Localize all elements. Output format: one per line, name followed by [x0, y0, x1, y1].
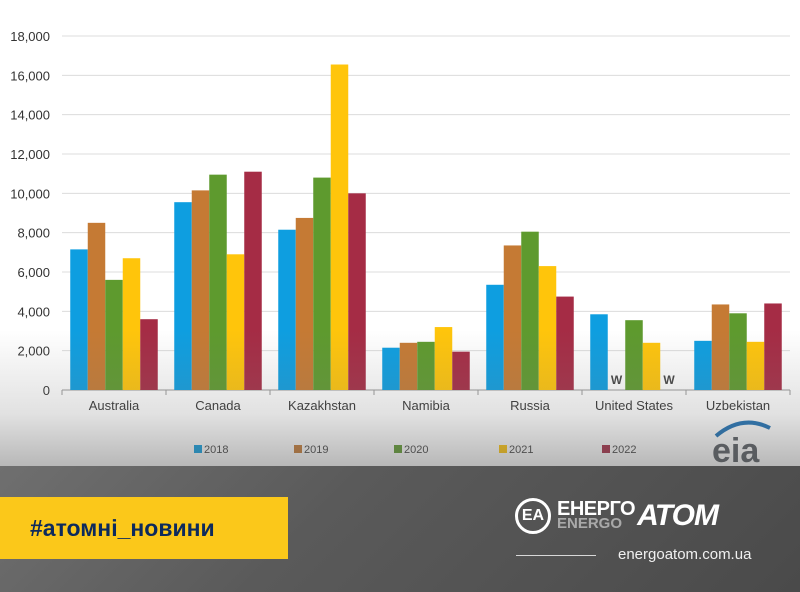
energoatom-logo-mark: ЕА: [515, 498, 551, 534]
bar-united-states-2021: [642, 342, 661, 390]
bar-canada-2021: [226, 254, 245, 390]
bar-australia-2020: [105, 279, 123, 390]
bar-chart: 0 2,000 4,000 6,000 8,000 10,000 12,000 14,000 1…: [10, 29, 791, 470]
legend-swatch-2019: [294, 445, 302, 453]
y-tick-label: 14,000: [10, 108, 50, 123]
bar-russia-2020: [521, 231, 539, 390]
bar-russia-2018: [486, 284, 504, 390]
bar-russia-2022: [556, 296, 574, 390]
legend-label-2019: 2019: [304, 444, 328, 456]
y-tick-label: 18,000: [10, 29, 50, 44]
legend: 2018 2019 2020 2021 2022: [194, 444, 636, 456]
bar-canada-2018: [174, 202, 192, 390]
x-axis-ticks: Australia Canada Kazakhstan Namibia Russia Un…: [61, 390, 791, 413]
logo-word-energo-latin: ENERGO: [557, 515, 623, 532]
bar-namibia-2022: [452, 351, 470, 390]
bar-united-states-2020: [625, 320, 643, 390]
legend-swatch-2020: [394, 445, 402, 453]
bar-australia-2022: [140, 319, 158, 390]
bar-russia-2019: [503, 245, 522, 390]
divider-line: [516, 555, 596, 556]
bar-uzbekistan-2019: [711, 304, 730, 390]
bar-australia-2019: [87, 222, 106, 390]
legend-swatch-2018: [194, 445, 202, 453]
bar-kazakhstan-2021: [330, 64, 349, 391]
bar-australia-2021: [122, 258, 141, 390]
bar-uzbekistan-2018: [694, 340, 712, 390]
bar-namibia-2018: [382, 347, 400, 390]
legend-label-2022: 2022: [612, 444, 636, 456]
energoatom-logo-text: ЕНЕРГО ENERGO АТОМ: [557, 498, 719, 533]
y-tick-label: 0: [43, 383, 50, 398]
y-tick-label: 16,000: [10, 68, 50, 83]
x-tick-label: Namibia: [402, 398, 450, 413]
bar-kazakhstan-2018: [278, 229, 296, 390]
legend-label-2018: 2018: [204, 444, 228, 456]
gridlines: [62, 35, 790, 391]
hashtag-label: #атомні_новини: [0, 497, 288, 559]
legend-label-2020: 2020: [404, 444, 428, 456]
bar-australia-2018: [70, 249, 88, 390]
x-tick-label: United States: [595, 398, 674, 413]
bar-namibia-2020: [417, 341, 435, 390]
bar-uzbekistan-2021: [746, 341, 765, 390]
bar-canada-2019: [191, 190, 210, 390]
eia-logo-text: eia: [712, 432, 760, 470]
y-tick-label: 2,000: [17, 344, 50, 359]
y-tick-label: 4,000: [17, 304, 50, 319]
x-tick-label: Canada: [195, 398, 241, 413]
legend-swatch-2022: [602, 445, 610, 453]
bar-kazakhstan-2022: [348, 193, 366, 390]
bar-canada-2020: [209, 174, 227, 390]
bar-kazakhstan-2019: [295, 217, 314, 390]
eia-logo: eia: [712, 420, 771, 470]
bar-russia-2021: [538, 266, 557, 390]
x-tick-label: Kazakhstan: [288, 398, 356, 413]
bar-uzbekistan-2020: [729, 313, 747, 390]
legend-label-2021: 2021: [509, 444, 533, 456]
energoatom-logo: ЕА ЕНЕРГО ENERGO АТОМ: [515, 496, 719, 536]
y-tick-label: 10,000: [10, 186, 50, 201]
legend-swatch-2021: [499, 445, 507, 453]
bar-kazakhstan-2020: [313, 177, 331, 390]
withheld-label: W: [663, 373, 675, 387]
bar-namibia-2019: [399, 342, 418, 390]
eia-logo-swoosh: [714, 420, 771, 438]
bar-united-states-2018: [590, 314, 608, 390]
logo-word-atom: АТОМ: [637, 499, 719, 532]
y-tick-label: 8,000: [17, 226, 50, 241]
bar-uzbekistan-2022: [764, 303, 782, 390]
x-tick-label: Uzbekistan: [706, 398, 770, 413]
x-tick-label: Russia: [510, 398, 551, 413]
y-tick-label: 6,000: [17, 265, 50, 280]
withheld-label: W: [611, 373, 623, 387]
bar-namibia-2021: [434, 327, 453, 390]
x-tick-label: Australia: [89, 398, 140, 413]
y-axis-ticks: 0 2,000 4,000 6,000 8,000 10,000 12,000 14,000 1…: [10, 29, 50, 398]
bar-canada-2022: [244, 171, 262, 390]
y-tick-label: 12,000: [10, 147, 50, 162]
website-link[interactable]: energoatom.com.ua: [618, 546, 752, 563]
logo-word-energo: ЕНЕРГО: [557, 498, 636, 520]
